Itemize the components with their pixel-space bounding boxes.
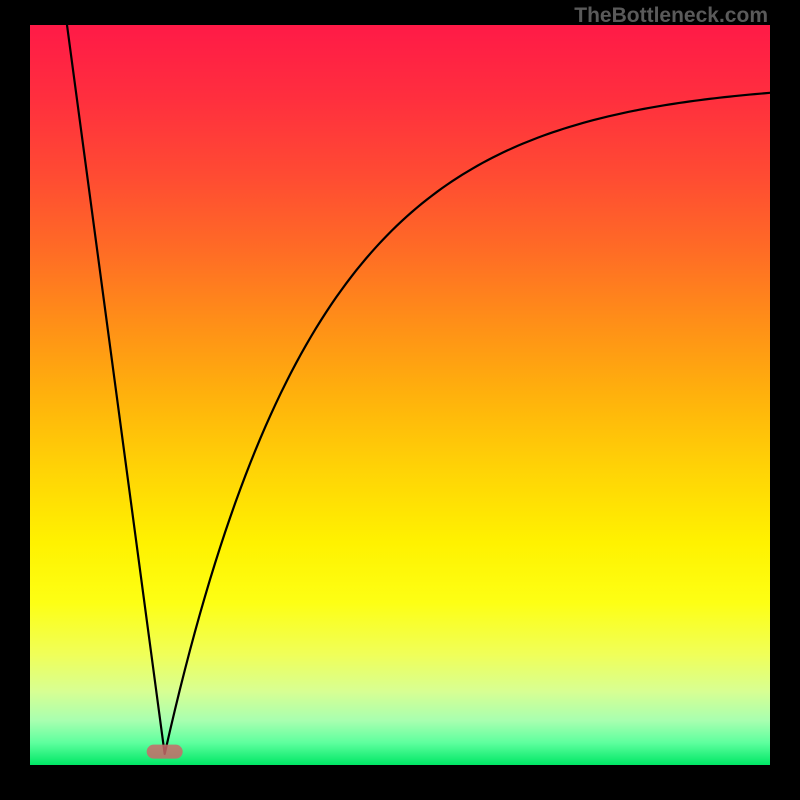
- plot-area: [30, 25, 770, 765]
- watermark-text: TheBottleneck.com: [574, 4, 768, 28]
- chart-container: TheBottleneck.com: [0, 0, 800, 800]
- plot-svg: [30, 25, 770, 765]
- vertex-marker: [147, 745, 183, 759]
- gradient-background: [30, 25, 770, 765]
